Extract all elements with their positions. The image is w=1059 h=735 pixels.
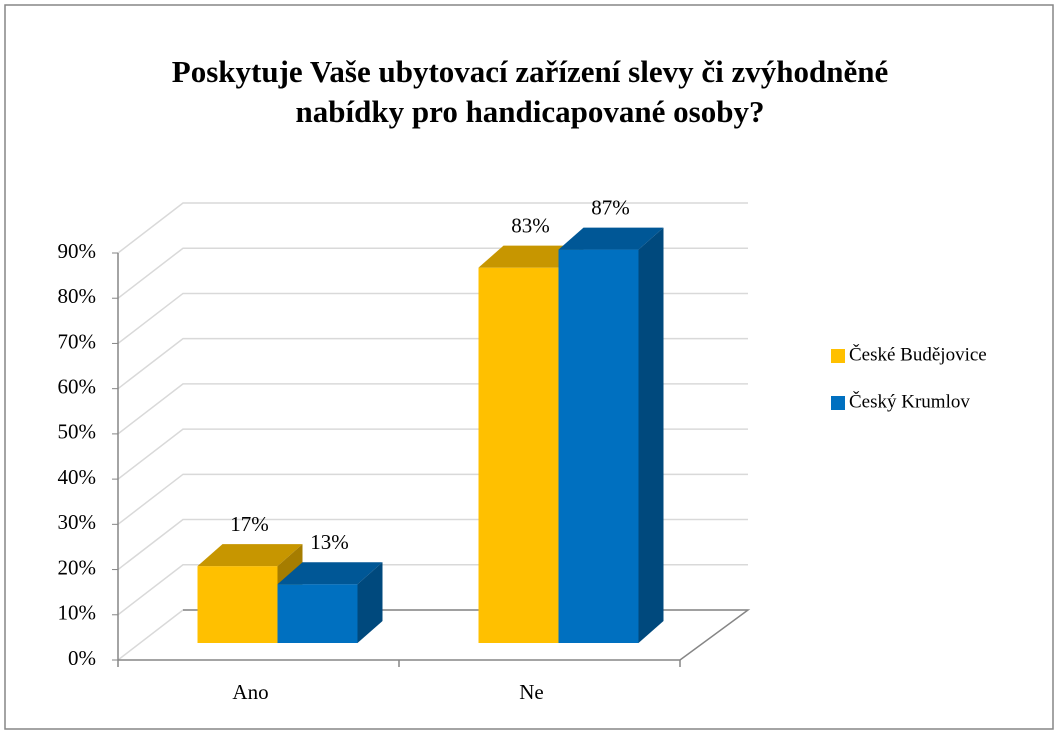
y-tick-label: 0% [68,646,96,670]
y-tick-label: 30% [58,510,97,534]
y-tick-label: 20% [58,555,97,579]
y-tick-label: 50% [58,420,97,444]
chart-title: Poskytuje Vaše ubytovací zařízení slevy … [172,54,888,89]
chart-title: nabídky pro handicapované osoby? [296,94,765,129]
bar-side [638,227,664,644]
legend-label: České Budějovice [849,343,987,365]
legend-swatch [831,396,845,410]
value-label: 87% [591,195,630,219]
legend-swatch [831,349,845,363]
value-label: 17% [230,512,269,536]
bar-top [478,245,584,268]
grid-line [117,202,748,254]
bar-side [357,562,383,643]
bar-top [277,562,383,585]
bar-top [197,544,303,567]
y-tick-label: 10% [58,601,97,625]
bar [197,566,278,643]
bar-top [558,227,664,250]
y-tick-label: 60% [58,374,97,398]
y-tick-label: 80% [58,284,97,308]
value-label: 83% [511,213,550,237]
y-tick-label: 70% [58,329,97,353]
x-tick-label: Ano [232,680,268,704]
bar [478,267,559,643]
y-tick-label: 90% [58,239,97,263]
bar [277,584,358,643]
bar [558,249,639,644]
x-tick-label: Ne [519,680,544,704]
value-label: 13% [310,530,349,554]
y-tick-label: 40% [58,465,97,489]
legend-label: Český Krumlov [849,390,970,412]
